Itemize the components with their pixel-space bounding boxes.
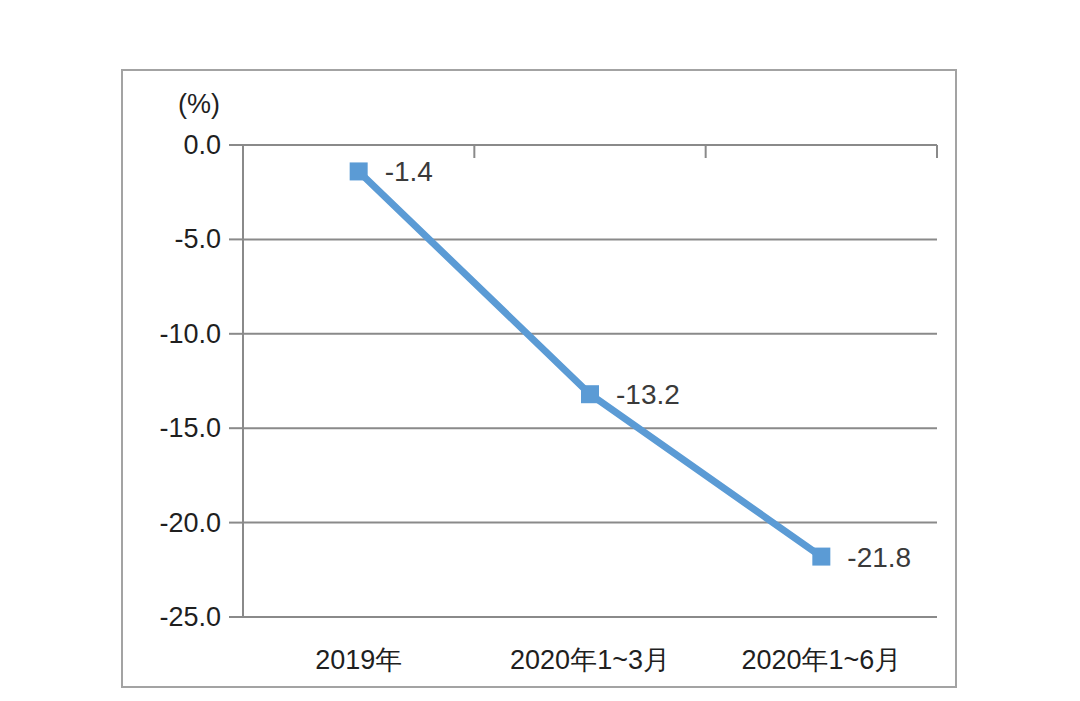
data-label: -21.8 <box>847 542 911 573</box>
data-point-marker <box>812 548 830 566</box>
y-tick-label: 0.0 <box>183 130 221 160</box>
data-label: -13.2 <box>616 379 680 410</box>
plot-area: 0.0 -5.0 -10.0 -15.0 -20.0 -25.0 (%) 2019年 2020年… <box>0 0 1080 701</box>
y-tick-label: -15.0 <box>159 413 221 443</box>
x-category-label: 2020年1~3月 <box>510 645 670 675</box>
y-axis-unit-label: (%) <box>178 89 220 119</box>
data-point-marker <box>350 162 368 180</box>
y-tick-label: -25.0 <box>159 602 221 632</box>
data-label: -1.4 <box>385 156 433 187</box>
x-category-label: 2019年 <box>315 645 402 675</box>
series-line <box>359 171 822 556</box>
data-point-marker <box>581 385 599 403</box>
x-category-label: 2020年1~6月 <box>741 645 901 675</box>
y-tick-label: -20.0 <box>159 508 221 538</box>
y-tick-label: -5.0 <box>174 224 221 254</box>
chart-canvas: 0.0 -5.0 -10.0 -15.0 -20.0 -25.0 (%) 2019年 2020年… <box>0 0 1080 701</box>
y-tick-label: -10.0 <box>159 319 221 349</box>
